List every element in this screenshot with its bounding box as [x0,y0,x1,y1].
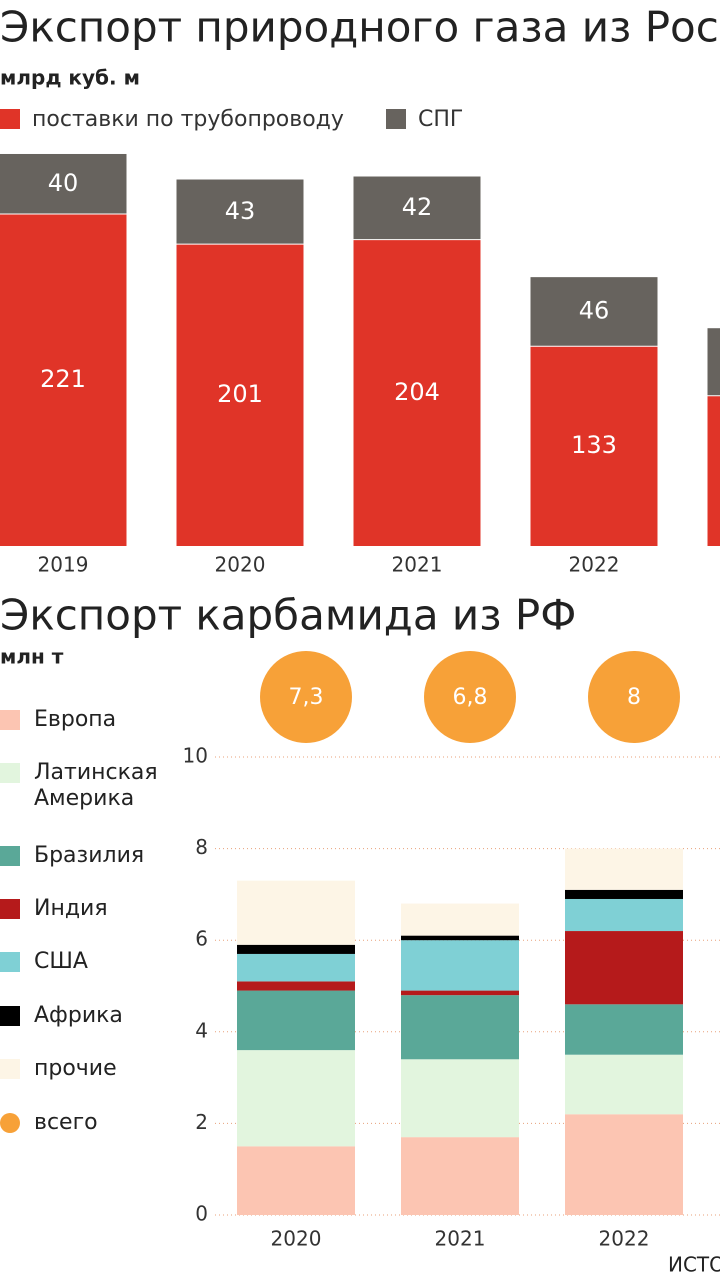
legend-swatch [0,952,20,972]
data-label: 46 [579,297,610,325]
legend-swatch [0,109,20,129]
data-label: 43 [225,197,256,225]
legend-label: Латинская Америка [34,760,158,811]
bar-segment [401,995,519,1060]
total-label: 7,3 [289,685,324,710]
y-tick-label: 4 [195,1018,208,1042]
chart-title: Экспорт природного газа из России [0,3,720,52]
bar-segment [401,1059,519,1138]
total-marker [588,651,680,743]
bar-segment [353,176,481,240]
bar-segment [565,931,683,1005]
bar-segment [401,1137,519,1215]
bar-segment [0,153,127,215]
y-tick-label: 10 [183,744,208,768]
legend-swatch [0,899,20,919]
legend-swatch [386,109,406,129]
bar-segment [565,848,683,890]
legend-label: всего [34,1110,98,1135]
data-label: 42 [402,193,433,221]
source-note: ИСТО [668,1253,720,1277]
bar-segment [176,179,304,245]
x-tick-label: 2022 [599,1227,650,1251]
bar-segment [401,990,519,996]
x-tick-label: 2021 [435,1227,486,1251]
y-tick-label: 6 [195,927,208,951]
y-tick-label: 8 [195,835,208,859]
bar-segment [401,940,519,991]
bar-segment [0,214,127,547]
x-tick-label: 2022 [569,553,620,577]
bar-segment [237,1050,355,1147]
bar-segment [353,239,481,547]
total-label: 6,8 [453,685,488,710]
legend-label: прочие [34,1056,117,1081]
bar-segment [237,1146,355,1215]
bar-segment [401,903,519,936]
legend-label: Африка [34,1003,123,1028]
bar-segment [237,953,355,982]
chart-title: Экспорт карбамида из РФ [0,591,576,640]
legend-label: СПГ [418,107,463,132]
data-label: 221 [40,365,86,393]
legend-swatch [0,1059,20,1079]
legend-swatch [0,710,20,730]
chart-subtitle: млн т [0,645,64,669]
bar-segment [237,981,355,991]
bar-segment [707,395,720,546]
x-tick-label: 2020 [271,1227,322,1251]
bar-segment [565,1004,683,1055]
data-label: 133 [571,431,617,459]
data-label: 40 [48,169,79,197]
legend-swatch [0,846,20,866]
legend-label: Индия [34,896,108,921]
x-tick-label: 2021 [392,553,443,577]
data-label: 201 [217,380,263,408]
chart-subtitle: млрд куб. м [0,66,140,90]
bar-segment [176,244,304,546]
bar-segment [530,346,658,546]
bar-segment [237,990,355,1051]
bar-segment [565,889,683,899]
legend-label: Европа [34,707,117,732]
total-marker [424,651,516,743]
bar-segment [565,898,683,932]
legend-label: поставки по трубопроводу [32,107,344,132]
bar-segment [401,935,519,941]
bar-segment [530,277,658,347]
legend-swatch [0,763,20,783]
bar-segment [707,328,720,396]
legend-label: США [34,949,88,974]
data-label: 204 [394,378,440,406]
bar-segment [237,944,355,954]
legend-swatch [0,1006,20,1026]
legend-label: Бразилия [34,843,145,868]
bar-segment [565,1054,683,1115]
x-tick-label: 2020 [215,553,266,577]
bar-segment [237,880,355,945]
x-tick-label: 2019 [38,553,89,577]
y-tick-label: 0 [195,1202,208,1226]
legend-swatch [0,1113,20,1133]
bar-segment [565,1114,683,1215]
y-tick-label: 2 [195,1110,208,1134]
total-label: 8 [627,685,641,710]
total-marker [260,651,352,743]
